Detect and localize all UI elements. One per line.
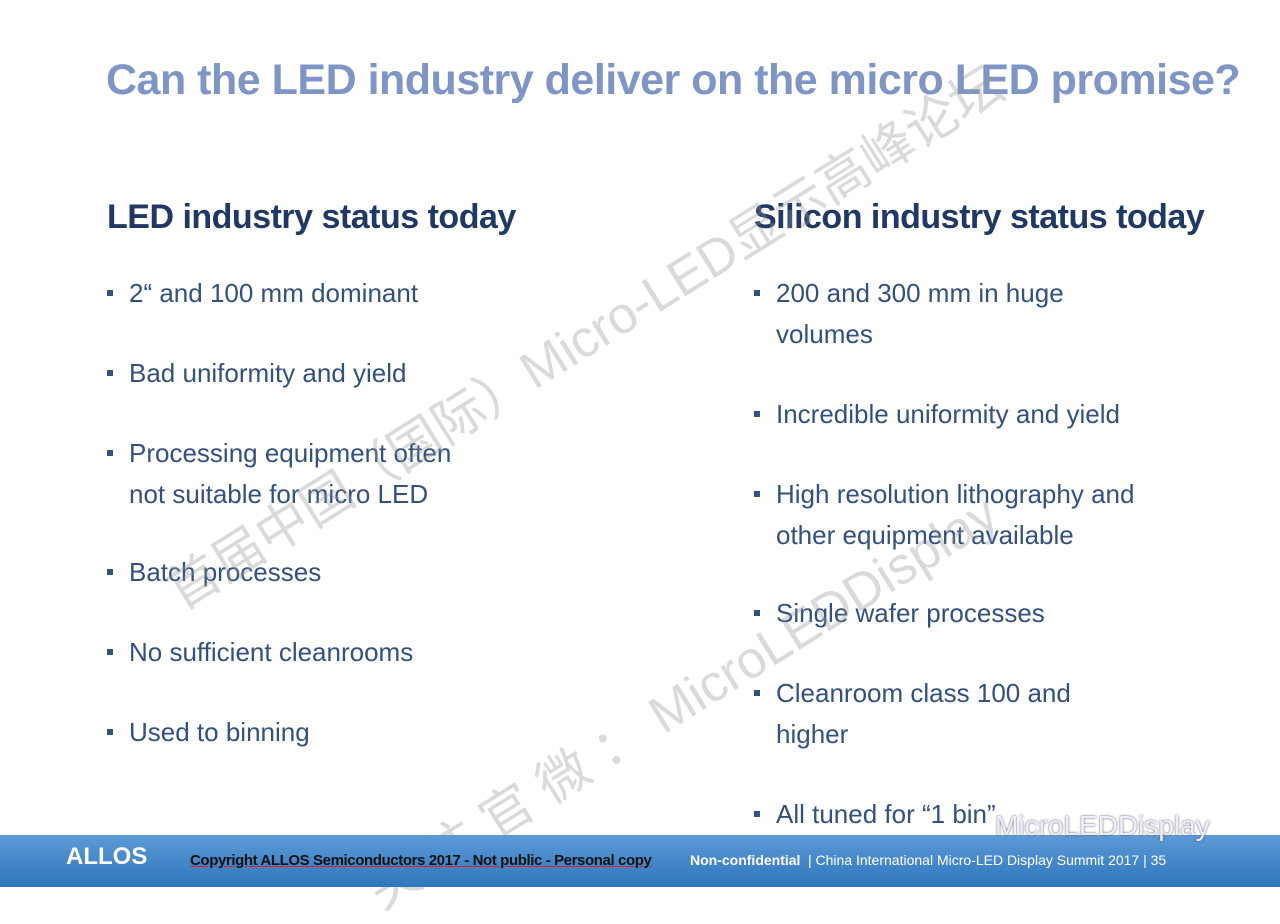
- slide-title: Can the LED industry deliver on the micr…: [106, 56, 1241, 104]
- bullet: 2“ and 100 mm dominant: [107, 273, 457, 314]
- column-heading: LED industry status today: [107, 198, 516, 236]
- bullet: All tuned for “1 bin”: [754, 794, 1144, 835]
- bullet-list: 2“ and 100 mm dominant Bad uniformity an…: [107, 273, 457, 753]
- bullet: Batch processes: [107, 552, 457, 593]
- bullet-list: 200 and 300 mm in huge volumes Incredibl…: [754, 273, 1144, 835]
- bullet: High resolution lithography and other eq…: [754, 474, 1144, 556]
- column-heading: Silicon industry status today: [754, 198, 1205, 236]
- bullet: Used to binning: [107, 712, 457, 753]
- footer-event: | China International Micro-LED Display …: [808, 852, 1167, 868]
- bullet: Cleanroom class 100 and higher: [754, 673, 1144, 755]
- footer: ALLOS Copyright ALLOS Semiconductors 201…: [0, 835, 1280, 887]
- right-column: Silicon industry status today 200 and 30…: [754, 198, 1205, 874]
- bullet: Incredible uniformity and yield: [754, 394, 1144, 435]
- left-column: LED industry status today 2“ and 100 mm …: [107, 198, 516, 792]
- bullet: Bad uniformity and yield: [107, 353, 457, 394]
- footer-logo: ALLOS: [66, 843, 148, 870]
- bullet: No sufficient cleanrooms: [107, 632, 457, 673]
- bullet: Processing equipment often not suitable …: [107, 433, 457, 515]
- footer-copyright: Copyright ALLOS Semiconductors 2017 - No…: [190, 852, 652, 869]
- footer-classification: Non-confidential: [690, 852, 801, 868]
- wechat-label: MicroLEDDisplay: [995, 810, 1210, 841]
- bullet: 200 and 300 mm in huge volumes: [754, 273, 1144, 355]
- bullet: Single wafer processes: [754, 593, 1144, 634]
- slide: Can the LED industry deliver on the micr…: [0, 55, 1280, 922]
